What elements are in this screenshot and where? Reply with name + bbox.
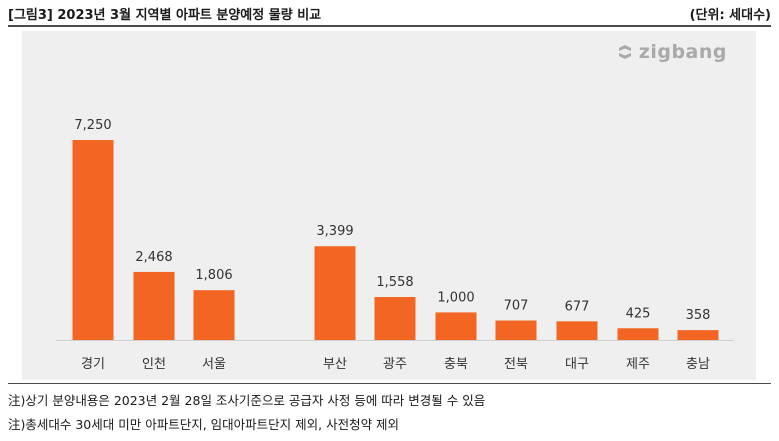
data-label: 1,000	[437, 290, 474, 305]
data-label: 677	[565, 299, 590, 314]
bar-광주	[374, 297, 416, 340]
chart-title: [그림3] 2023년 3월 지역별 아파트 분양예정 물량 비교	[8, 8, 322, 23]
bar-인천	[133, 271, 175, 340]
footnote-2: 注)총세대수 30세대 미만 아파트단지, 임대아파트단지 제외, 사전청약 제…	[8, 417, 400, 432]
x-tick-label: 광주	[383, 357, 407, 372]
unit-label: (단위: 세대수)	[689, 8, 771, 23]
data-label: 1,558	[376, 275, 413, 290]
data-label: 358	[686, 308, 711, 323]
x-tick-label: 충남	[686, 357, 710, 372]
data-label: 3,399	[316, 224, 353, 239]
bar-경기	[72, 140, 114, 340]
data-label: 707	[504, 298, 529, 313]
bar-충북	[435, 312, 477, 340]
x-tick-label: 서울	[202, 357, 226, 372]
x-tick-label: 제주	[626, 357, 650, 372]
data-label: 7,250	[74, 118, 111, 133]
bar-전북	[495, 320, 537, 340]
logo-text: zigbang	[638, 41, 727, 63]
x-tick-label: 전북	[504, 357, 528, 372]
x-tick-label: 부산	[323, 357, 347, 372]
x-tick-label: 인천	[142, 357, 166, 372]
bar-대구	[556, 321, 598, 340]
zigbang-logo-icon	[618, 45, 631, 59]
bar-서울	[193, 290, 235, 340]
x-tick-label: 충북	[444, 357, 468, 372]
bottom-rule	[8, 383, 771, 384]
x-tick-label: 경기	[81, 357, 105, 372]
bar-부산	[314, 246, 356, 340]
x-tick-label: 대구	[565, 357, 589, 372]
data-label: 2,468	[135, 250, 172, 265]
top-rule	[8, 25, 771, 27]
data-label: 1,806	[195, 268, 232, 283]
bar-충남	[677, 330, 719, 340]
footnote-1: 注)상기 분양내용은 2023년 2월 28일 조사기준으로 공급자 사정 등에…	[8, 393, 486, 408]
bar-제주	[617, 328, 659, 340]
data-label: 425	[626, 306, 651, 321]
brand-logo: zigbang	[615, 41, 727, 63]
